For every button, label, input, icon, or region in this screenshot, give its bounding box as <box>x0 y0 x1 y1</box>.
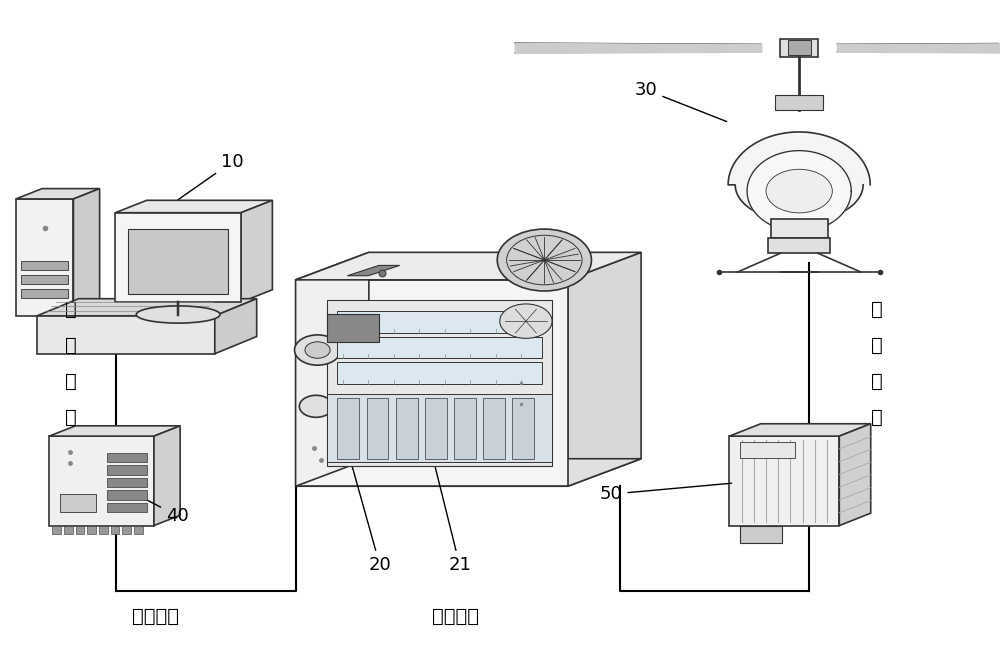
Polygon shape <box>16 199 73 316</box>
Bar <box>64 526 73 534</box>
Text: 换: 换 <box>65 408 77 427</box>
Polygon shape <box>296 252 369 486</box>
Bar <box>21 275 68 284</box>
Text: 网: 网 <box>65 300 77 319</box>
Bar <box>21 261 68 270</box>
Polygon shape <box>16 189 100 199</box>
Text: 内存交换: 内存交换 <box>132 607 179 626</box>
Polygon shape <box>337 362 542 384</box>
Polygon shape <box>296 459 641 486</box>
Polygon shape <box>396 397 418 459</box>
Bar <box>52 526 61 534</box>
Text: 21: 21 <box>431 449 471 574</box>
Polygon shape <box>367 397 388 459</box>
Text: 10: 10 <box>178 153 243 199</box>
Polygon shape <box>512 397 534 459</box>
Circle shape <box>305 342 330 359</box>
Polygon shape <box>296 280 568 486</box>
Polygon shape <box>728 132 870 222</box>
Bar <box>107 453 147 462</box>
Text: 50: 50 <box>600 483 732 503</box>
Bar <box>107 503 147 512</box>
Polygon shape <box>327 301 552 466</box>
Polygon shape <box>568 252 641 486</box>
Polygon shape <box>154 426 180 526</box>
Ellipse shape <box>136 306 220 323</box>
Polygon shape <box>425 397 447 459</box>
Polygon shape <box>128 229 228 294</box>
Bar <box>60 494 96 512</box>
Text: 换: 换 <box>871 408 883 427</box>
Polygon shape <box>747 151 851 232</box>
Bar <box>107 465 147 474</box>
Polygon shape <box>49 426 180 436</box>
Polygon shape <box>483 397 505 459</box>
Circle shape <box>500 304 552 338</box>
Circle shape <box>295 335 341 365</box>
Polygon shape <box>729 424 871 436</box>
Polygon shape <box>296 252 641 280</box>
Polygon shape <box>337 397 359 459</box>
Text: 40: 40 <box>135 494 189 524</box>
Bar <box>134 526 143 534</box>
Bar <box>788 40 811 55</box>
Polygon shape <box>115 213 241 302</box>
Text: 交: 交 <box>871 372 883 391</box>
Bar <box>107 490 147 499</box>
Text: 20: 20 <box>351 463 391 574</box>
Circle shape <box>497 229 591 291</box>
Polygon shape <box>37 316 215 354</box>
Circle shape <box>766 169 832 213</box>
Text: 30: 30 <box>635 81 727 122</box>
Text: 交: 交 <box>65 372 77 391</box>
Polygon shape <box>73 189 100 316</box>
Polygon shape <box>115 200 272 213</box>
Polygon shape <box>241 200 272 302</box>
Bar <box>111 526 119 534</box>
Circle shape <box>299 395 333 417</box>
Bar <box>327 315 379 342</box>
Text: 内存交换: 内存交换 <box>432 607 479 626</box>
Bar <box>99 526 108 534</box>
Bar <box>771 219 828 238</box>
Polygon shape <box>347 265 400 276</box>
Polygon shape <box>337 311 542 333</box>
Bar <box>122 526 131 534</box>
Bar <box>740 442 795 459</box>
Bar <box>87 526 96 534</box>
Text: 络: 络 <box>65 336 77 355</box>
Text: 网: 网 <box>871 300 883 319</box>
Bar <box>76 526 84 534</box>
Polygon shape <box>49 436 154 526</box>
Polygon shape <box>215 299 257 354</box>
Polygon shape <box>327 394 552 462</box>
Bar <box>780 39 818 57</box>
Polygon shape <box>337 337 542 359</box>
Bar <box>107 478 147 487</box>
Bar <box>768 238 830 253</box>
Text: 络: 络 <box>871 336 883 355</box>
Bar <box>21 289 68 298</box>
Polygon shape <box>37 299 257 316</box>
Polygon shape <box>729 436 839 526</box>
Bar <box>775 95 823 110</box>
Bar <box>740 526 782 543</box>
Polygon shape <box>839 424 871 526</box>
Polygon shape <box>454 397 476 459</box>
